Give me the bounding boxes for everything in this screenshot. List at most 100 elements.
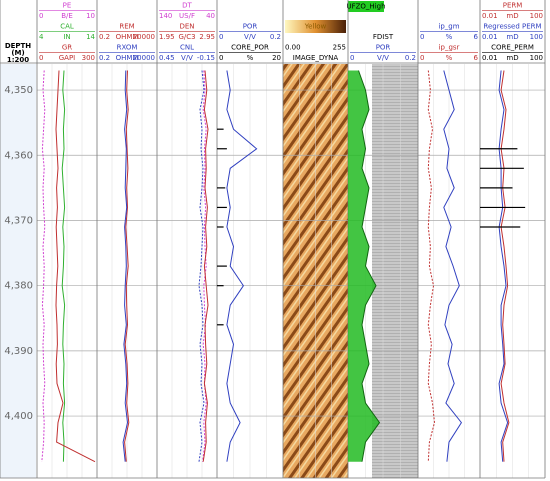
scale-left: 0 <box>39 12 43 20</box>
scale-unit: V/V <box>181 54 193 62</box>
curve-name: ip_gm <box>438 22 459 30</box>
scale-right: 2.95 <box>199 33 215 41</box>
scale-right: 6 <box>474 33 479 41</box>
curve <box>443 70 463 462</box>
scale-left: 1.95 <box>159 33 175 41</box>
scale-unit: B/E <box>61 12 73 20</box>
scale-right: 20 <box>272 54 281 62</box>
scale-left: 140 <box>159 12 172 20</box>
scale-left: 0.01 <box>482 12 498 20</box>
depth-label: 4,360 <box>4 150 33 161</box>
depth-title: DEPTH <box>5 42 31 50</box>
scale-left: 0.2 <box>99 54 110 62</box>
scale-right: 0.2 <box>270 33 281 41</box>
scale-unit: OHMM <box>116 33 139 41</box>
scale-left: 0 <box>420 33 424 41</box>
scale-unit: G/C3 <box>178 33 195 41</box>
depth-label: 4,380 <box>4 281 33 292</box>
scale-unit: GAPI <box>59 54 76 62</box>
scale-left: 0.01 <box>482 33 498 41</box>
scale-right: 20000 <box>133 33 155 41</box>
scale-left: 0 <box>39 54 43 62</box>
depth-label: 4,350 <box>4 85 33 96</box>
curve-name: CNL <box>180 43 194 51</box>
depth-band <box>0 64 36 478</box>
curve-name: CAL <box>60 22 74 30</box>
scale-left: 0 <box>219 33 223 41</box>
header-label: UFZO_High <box>346 3 385 11</box>
curve-name: CORE_PERM <box>491 43 534 51</box>
curve-name: PERM <box>503 1 523 9</box>
scale-right: 40 <box>206 12 215 20</box>
curve <box>427 70 436 462</box>
scale-left: 0 <box>219 54 223 62</box>
curve-name: Regressed PERM <box>483 22 541 30</box>
curve-name: REM <box>119 22 134 30</box>
curve <box>124 70 130 462</box>
curve <box>500 70 510 462</box>
scale-right: 14 <box>86 33 95 41</box>
curve <box>55 70 96 463</box>
curve-name: CORE_POR <box>231 43 269 51</box>
curve <box>122 70 129 462</box>
scale-left: 4 <box>39 33 44 41</box>
scale-unit: % <box>446 54 453 62</box>
scale-unit: mD <box>506 33 518 41</box>
curve-name: IMAGE_DYNA <box>293 54 339 62</box>
scale-right: 100 <box>530 33 543 41</box>
depth-label: 4,400 <box>4 411 33 422</box>
depth-label: 4,370 <box>4 215 33 226</box>
scale-unit: mD <box>506 54 518 62</box>
depth-label: 4,390 <box>4 346 33 357</box>
curve-name: PE <box>63 1 72 9</box>
curve <box>202 70 209 462</box>
scale-unit: % <box>247 54 254 62</box>
curve-fill <box>348 70 380 462</box>
scale-right: 6 <box>474 54 479 62</box>
scale-unit: OHMM <box>116 54 139 62</box>
scale-left: 0.2 <box>99 33 110 41</box>
scale-unit: mD <box>506 12 518 20</box>
depth-unit: (M) <box>11 49 24 57</box>
curve-name: POR <box>243 22 258 30</box>
scale-right: 10 <box>86 12 95 20</box>
curve <box>498 70 509 462</box>
scale-right: 100 <box>530 54 543 62</box>
scale-left: 0.01 <box>482 54 498 62</box>
curve-name: GR <box>62 43 72 51</box>
scale-left: 0.00 <box>285 43 301 51</box>
palette-bar <box>285 20 346 33</box>
scale-right: 20000 <box>133 54 155 62</box>
flag-box <box>348 1 384 12</box>
curve <box>61 70 66 462</box>
curve <box>202 70 207 462</box>
curve <box>198 70 205 462</box>
curve <box>358 70 381 462</box>
curve <box>41 70 46 462</box>
header-label: FDIST <box>373 33 394 41</box>
curve-name: RXOM <box>117 43 138 51</box>
scale-right: 0.2 <box>405 54 416 62</box>
curve-name: POR <box>376 43 391 51</box>
scale-unit: V/V <box>244 33 256 41</box>
scale-left: 0.45 <box>159 54 175 62</box>
scale-left: 0 <box>420 54 424 62</box>
curve <box>226 70 258 462</box>
scale-right: 100 <box>530 12 543 20</box>
scale-right: -0.15 <box>197 54 215 62</box>
palette-name: Yellow <box>304 23 327 31</box>
fdist-fill <box>372 64 418 478</box>
scale-unit: US/F <box>179 12 195 20</box>
curve-name: DEN <box>179 22 194 30</box>
curve-name: DT <box>182 1 192 9</box>
scale-right: 255 <box>333 43 346 51</box>
scale-right: 300 <box>82 54 95 62</box>
curve-name: ip_gsr <box>439 43 460 51</box>
scale-unit: IN <box>63 33 70 41</box>
scale-left: 0 <box>350 54 354 62</box>
scale-unit: % <box>446 33 453 41</box>
depth-scale: 1:200 <box>7 56 29 64</box>
